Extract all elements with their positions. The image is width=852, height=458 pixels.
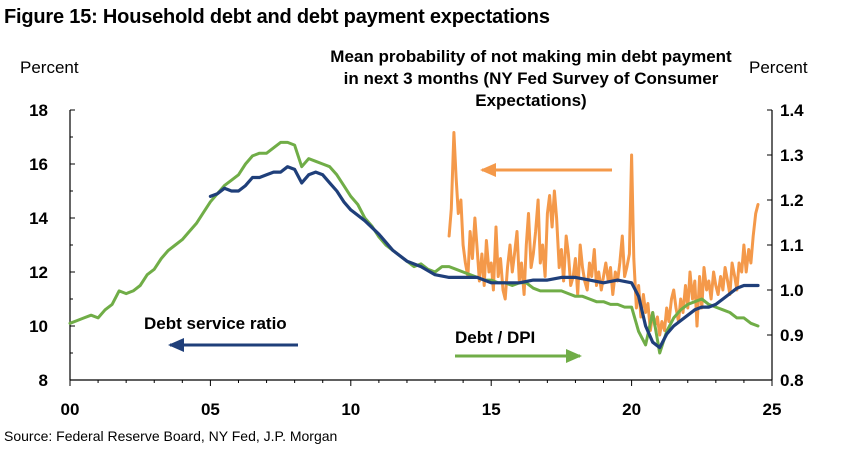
survey-annotation: Mean probability of not making min debt … <box>330 47 732 110</box>
right-tick-label: 0.9 <box>780 326 804 345</box>
series-lines <box>68 131 760 355</box>
right-tick-label: 1.0 <box>780 281 804 300</box>
right-tick-label: 1.1 <box>780 236 804 255</box>
debt-dpi-annotation: Debt / DPI <box>455 328 536 347</box>
x-tick-label: 25 <box>763 400 782 419</box>
debt-dpi-line <box>68 140 760 355</box>
debt-service-arrow <box>168 338 298 352</box>
x-tick-label: 05 <box>201 400 220 419</box>
left-tick-label: 18 <box>29 101 48 120</box>
x-tick-label: 20 <box>622 400 641 419</box>
axes: 8 10 12 14 16 18 0.8 0.9 1.0 1.1 1.2 1.3 1.4 00 05 10 15… <box>29 101 804 419</box>
debt-service-ratio-line <box>208 165 760 350</box>
left-tick-label: 8 <box>39 371 48 390</box>
debt-service-annotation: Debt service ratio <box>144 314 287 333</box>
x-tick-label: 10 <box>341 400 360 419</box>
x-tick-label: 15 <box>482 400 501 419</box>
left-axis-unit: Percent <box>20 58 79 77</box>
x-tick-label: 00 <box>61 400 80 419</box>
left-tick-label: 12 <box>29 263 48 282</box>
right-axis-unit: Percent <box>749 58 808 77</box>
debt-dpi-arrow-head <box>566 349 582 363</box>
debt-dpi-arrow <box>455 349 582 363</box>
right-tick-label: 1.3 <box>780 146 804 165</box>
right-tick-label: 0.8 <box>780 371 804 390</box>
survey-arrow-head <box>480 163 496 177</box>
left-tick-label: 16 <box>29 155 48 174</box>
survey-probability-line <box>447 131 760 337</box>
right-tick-label: 1.2 <box>780 191 804 210</box>
chart-title: Figure 15: Household debt and debt payme… <box>4 6 550 28</box>
left-tick-label: 14 <box>29 209 48 228</box>
survey-arrow <box>480 163 612 177</box>
annotation-arrows <box>168 163 612 363</box>
right-tick-label: 1.4 <box>780 101 804 120</box>
left-tick-label: 10 <box>29 317 48 336</box>
debt-service-arrow-head <box>168 338 184 352</box>
source-note: Source: Federal Reserve Board, NY Fed, J… <box>4 428 338 444</box>
